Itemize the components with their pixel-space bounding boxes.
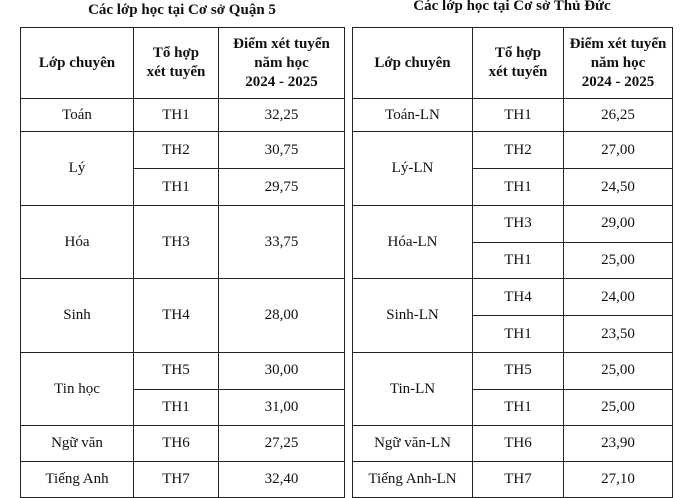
class-cell: Tin học xyxy=(20,352,134,426)
header-line: năm học xyxy=(590,54,646,71)
data-row: Lý-LN TH2 27,00 xyxy=(352,131,673,206)
class-cell: Tin-LN xyxy=(352,352,473,426)
score-table: Lớp chuyên Tổ hợp xét tuyển Điểm xét tuyển n… xyxy=(20,27,345,498)
header-cell: Tổ hợp xét tuyển xyxy=(133,27,219,99)
combo-cell: TH1 xyxy=(472,241,564,279)
table-title: Các lớp học tại Cơ sở Thủ Đức xyxy=(413,0,611,14)
combo-cell: TH1 xyxy=(133,388,219,426)
combo-cell: TH6 xyxy=(133,425,219,462)
data-row: Ngữ văn-LN TH6 23,90 xyxy=(352,425,673,462)
header-line: xét tuyển xyxy=(146,64,206,80)
combo-cell: TH5 xyxy=(472,352,564,390)
combo-cell: TH1 xyxy=(472,98,564,132)
table-title: Các lớp học tại Cơ sở Quận 5 xyxy=(88,2,276,18)
header-cell: Điểm xét tuyển năm học 2024 - 2025 xyxy=(218,27,345,99)
score-cell: 28,00 xyxy=(218,278,345,353)
data-row: Tin-LN TH5 25,00 xyxy=(352,352,673,426)
score-cell: 26,25 xyxy=(563,98,673,132)
data-row: TH1 25,00 xyxy=(353,388,673,426)
data-row: TH1 24,50 xyxy=(353,168,673,206)
score-table: Lớp chuyên Tổ hợp xét tuyển Điểm xét tuyển n… xyxy=(352,27,673,498)
combo-cell: TH1 xyxy=(472,315,564,353)
score-cell: 29,75 xyxy=(218,168,345,206)
combo-cell: TH4 xyxy=(472,278,564,316)
class-cell: Toán xyxy=(20,98,134,132)
header-line: 2024 - 2025 xyxy=(581,73,655,90)
header-cell: Điểm xét tuyển năm học 2024 - 2025 xyxy=(563,27,673,99)
class-cell: Hóa-LN xyxy=(352,205,473,279)
combo-cell: TH2 xyxy=(133,131,219,169)
header-line: năm học xyxy=(254,54,309,71)
score-cell: 24,50 xyxy=(563,168,673,206)
header-line: xét tuyển xyxy=(488,64,548,80)
score-cell: 33,75 xyxy=(218,205,345,279)
header-line: 2024 - 2025 xyxy=(245,73,318,90)
score-cell: 31,00 xyxy=(218,388,345,426)
data-row: TH1 29,75 xyxy=(21,168,345,206)
data-row: Toán-LN TH1 26,25 xyxy=(352,98,673,132)
class-cell: Sinh-LN xyxy=(352,278,473,353)
data-row: Hóa TH3 33,75 xyxy=(20,205,345,279)
score-cell: 23,50 xyxy=(563,315,673,353)
score-cell: 23,90 xyxy=(563,425,673,462)
combo-cell: TH2 xyxy=(472,131,564,169)
combo-cell: TH1 xyxy=(472,388,564,426)
score-cell: 25,00 xyxy=(563,388,673,426)
combo-cell: TH4 xyxy=(133,278,219,353)
score-cell: 30,00 xyxy=(218,352,345,390)
combo-cell: TH1 xyxy=(133,98,219,132)
combo-cell: TH3 xyxy=(472,205,564,243)
data-row: Tin học TH5 30,00 xyxy=(20,352,345,426)
header-row: Lớp chuyên Tổ hợp xét tuyển Điểm xét tuyển n… xyxy=(20,27,345,99)
data-row: TH1 31,00 xyxy=(21,388,345,426)
data-row: Sinh TH4 28,00 xyxy=(20,278,345,353)
header-line: Tổ hợp xyxy=(494,45,542,61)
class-cell: Ngữ văn xyxy=(20,425,134,462)
class-cell: Hóa xyxy=(20,205,134,279)
data-row: Tiếng Anh TH7 32,40 xyxy=(20,461,345,498)
data-row: Ngữ văn TH6 27,25 xyxy=(20,425,345,462)
data-row: Toán TH1 32,25 xyxy=(20,98,345,132)
score-cell: 25,00 xyxy=(563,241,673,279)
class-cell: Ngữ văn-LN xyxy=(352,425,473,462)
score-cell: 27,25 xyxy=(218,425,345,462)
data-row: Sinh-LN TH4 24,00 xyxy=(352,278,673,353)
score-cell: 25,00 xyxy=(563,352,673,390)
class-cell: Tiếng Anh-LN xyxy=(352,461,473,498)
data-row: TH1 23,50 xyxy=(353,315,673,353)
combo-cell: TH3 xyxy=(133,205,219,279)
header-cell: Tổ hợp xét tuyển xyxy=(472,27,564,99)
header-line: Điểm xét tuyển xyxy=(569,35,667,52)
header-row: Lớp chuyên Tổ hợp xét tuyển Điểm xét tuyển n… xyxy=(352,27,673,99)
score-cell: 29,00 xyxy=(563,205,673,243)
header-line: Điểm xét tuyển xyxy=(233,35,330,52)
data-row: Hóa-LN TH3 29,00 xyxy=(352,205,673,279)
class-cell: Tiếng Anh xyxy=(20,461,134,498)
header-line: Tổ hợp xyxy=(152,45,200,61)
combo-cell: TH7 xyxy=(133,461,219,498)
combo-cell: TH6 xyxy=(472,425,564,462)
score-cell: 30,75 xyxy=(218,131,345,169)
header-line: Lớp chuyên xyxy=(38,54,116,71)
class-cell: Toán-LN xyxy=(352,98,473,132)
combo-cell: TH5 xyxy=(133,352,219,390)
score-cell: 32,40 xyxy=(218,461,345,498)
combo-cell: TH7 xyxy=(472,461,564,498)
score-cell: 27,10 xyxy=(563,461,673,498)
class-cell: Lý-LN xyxy=(352,131,473,206)
data-row: Lý TH2 30,75 xyxy=(20,131,345,206)
score-cell: 27,00 xyxy=(563,131,673,169)
header-cell: Lớp chuyên xyxy=(20,27,134,99)
header-line: Lớp chuyên xyxy=(374,54,451,71)
class-cell: Sinh xyxy=(20,278,134,353)
combo-cell: TH1 xyxy=(472,168,564,206)
data-row: Tiếng Anh-LN TH7 27,10 xyxy=(352,461,673,498)
class-cell: Lý xyxy=(20,131,134,206)
score-cell: 24,00 xyxy=(563,278,673,316)
score-cell: 32,25 xyxy=(218,98,345,132)
header-cell: Lớp chuyên xyxy=(352,27,473,99)
combo-cell: TH1 xyxy=(133,168,219,206)
